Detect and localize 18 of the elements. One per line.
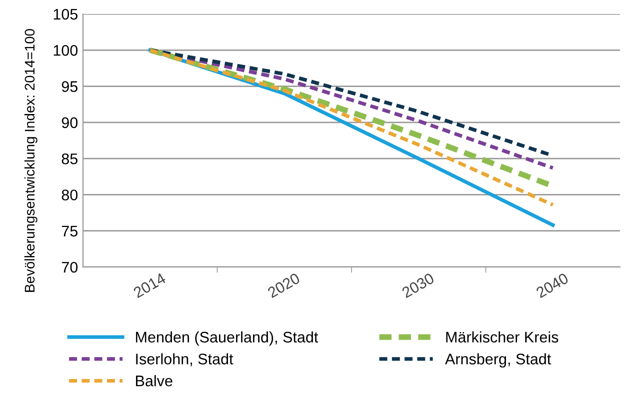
legend-label: Märkischer Kreis: [446, 331, 558, 343]
legend-label: Arnsberg, Stadt: [445, 353, 552, 368]
y-tick-label: 100: [54, 45, 78, 56]
y-tick-label: 105: [54, 8, 78, 20]
x-tick-label: 2040: [535, 272, 570, 298]
x-tick-label: 2020: [266, 272, 301, 298]
y-tick-label: 85: [62, 153, 78, 164]
legend-label: Balve: [136, 375, 172, 386]
y-tick-label: 75: [62, 226, 78, 237]
y-tick-label: 95: [62, 81, 78, 92]
legend-label: Menden (Sauerland), Stadt: [136, 331, 318, 346]
y-tick-label: 90: [62, 117, 78, 128]
y-tick-label: 80: [62, 190, 78, 200]
y-axis-title: Bevölkerungsentwicklung Index: 2014=100: [24, 29, 38, 292]
x-tick-label: 2030: [401, 272, 435, 298]
y-tick-label: 70: [62, 262, 78, 273]
x-tick-label: 2014: [132, 272, 167, 298]
legend-label: Iserlohn, Stadt: [136, 353, 234, 366]
